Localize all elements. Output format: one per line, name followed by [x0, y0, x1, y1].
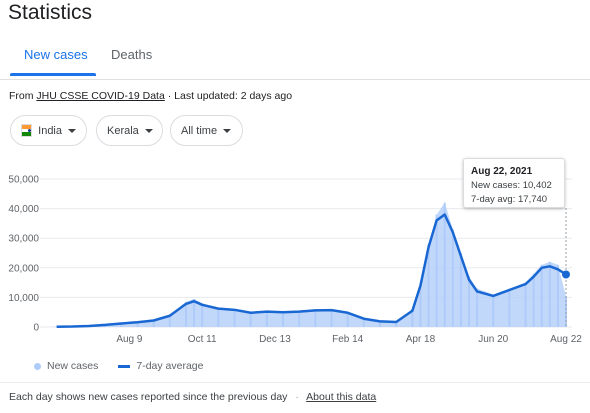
case-bar [136, 321, 139, 327]
tooltip-avg: 7-day avg: 17,740 [471, 194, 548, 205]
chevron-down-icon [223, 128, 232, 133]
case-bar [427, 244, 430, 327]
x-tick-label: Dec 13 [259, 334, 291, 345]
case-bar [233, 309, 236, 327]
case-bar [193, 298, 196, 327]
footer-divider [0, 382, 590, 383]
case-bar [556, 264, 559, 327]
case-bar [435, 214, 438, 327]
region-filter-dropdown[interactable]: Kerala [96, 115, 163, 146]
case-bar [459, 253, 462, 327]
chart-legend: New cases 7-day average [34, 360, 204, 372]
case-bar [249, 312, 252, 327]
legend-cases-swatch [34, 362, 41, 370]
case-bar [395, 321, 398, 327]
case-bar [201, 303, 204, 327]
case-bar [168, 315, 171, 327]
tooltip-new-cases: New cases: 10,402 [471, 180, 552, 191]
case-bar [379, 321, 382, 327]
country-filter-label: India [38, 124, 62, 137]
case-bar [120, 323, 123, 327]
page-title: Statistics [8, 1, 93, 24]
chart-tooltip: Aug 22, 2021 New cases: 10,402 7-day avg… [463, 158, 565, 208]
case-bar [217, 307, 220, 327]
y-tick-label: 10,000 [8, 293, 39, 304]
case-bar [152, 320, 155, 327]
x-tick-label: Jun 20 [478, 334, 508, 345]
case-bar [540, 264, 543, 327]
x-tick-label: Aug 22 [550, 334, 582, 345]
range-filter-dropdown[interactable]: All time [170, 115, 243, 146]
x-tick-label: Apr 18 [406, 334, 436, 345]
case-bar [508, 288, 511, 327]
footer-note-text: Each day shows new cases reported since … [9, 391, 288, 403]
case-bar [565, 296, 567, 327]
case-bar [411, 309, 414, 327]
case-bar [419, 282, 422, 327]
tooltip-date: Aug 22, 2021 [471, 166, 533, 177]
case-bar [346, 312, 349, 327]
hover-point [562, 270, 570, 279]
case-bar [451, 229, 454, 327]
legend-cases-label: New cases [47, 360, 99, 372]
legend-avg-label: 7-day average [136, 360, 204, 372]
case-bar [282, 312, 285, 327]
source-separator: · [167, 90, 172, 102]
chevron-down-icon [68, 128, 76, 133]
legend-avg-swatch [118, 364, 131, 368]
india-flag-icon [21, 124, 33, 137]
case-bar [362, 318, 365, 327]
case-bar [532, 273, 535, 327]
about-data-link[interactable]: About this data [306, 391, 377, 403]
tab-bar: New cases Deaths [10, 38, 590, 76]
x-tick-label: Aug 9 [116, 334, 143, 345]
footer-note: Each day shows new cases reported since … [9, 391, 376, 403]
y-tick-label: 0 [33, 323, 39, 334]
tabs-divider [0, 79, 590, 80]
case-bar [524, 282, 527, 327]
last-updated: Last updated: 2 days ago [174, 90, 293, 102]
case-bar [298, 310, 301, 327]
tab-deaths[interactable]: Deaths [111, 47, 153, 62]
case-bar [443, 202, 446, 327]
case-bar [492, 294, 495, 327]
footer-separator: · [295, 391, 299, 403]
case-bar [548, 261, 551, 327]
x-tick-label: Feb 14 [332, 334, 364, 345]
case-bar [330, 309, 333, 327]
x-tick-label: Oct 11 [188, 334, 217, 345]
chevron-down-icon [144, 128, 153, 133]
y-tick-label: 40,000 [8, 204, 39, 215]
source-link[interactable]: JHU CSSE COVID-19 Data [36, 90, 165, 102]
case-bar [467, 276, 470, 327]
case-bar [184, 301, 187, 327]
data-source-line: From JHU CSSE COVID-19 Data · Last updat… [9, 90, 292, 102]
avg-line [56, 213, 567, 328]
y-tick-label: 30,000 [8, 234, 39, 245]
cases-bars-area [52, 202, 566, 327]
y-tick-label: 20,000 [8, 263, 39, 274]
tab-new-cases[interactable]: New cases [24, 47, 88, 62]
cases-chart[interactable]: 0 10,000 20,000 30,000 40,000 50,000 Aug 9 Oct … [0, 150, 590, 355]
y-tick-label: 50,000 [8, 175, 39, 186]
case-bar [314, 309, 317, 327]
case-bar [476, 288, 479, 327]
country-filter-dropdown[interactable]: India [10, 115, 87, 146]
case-bar [265, 310, 268, 327]
active-tab-indicator [10, 73, 96, 76]
source-prefix: From [9, 90, 34, 102]
region-filter-label: Kerala [107, 124, 139, 137]
range-filter-label: All time [181, 124, 218, 137]
